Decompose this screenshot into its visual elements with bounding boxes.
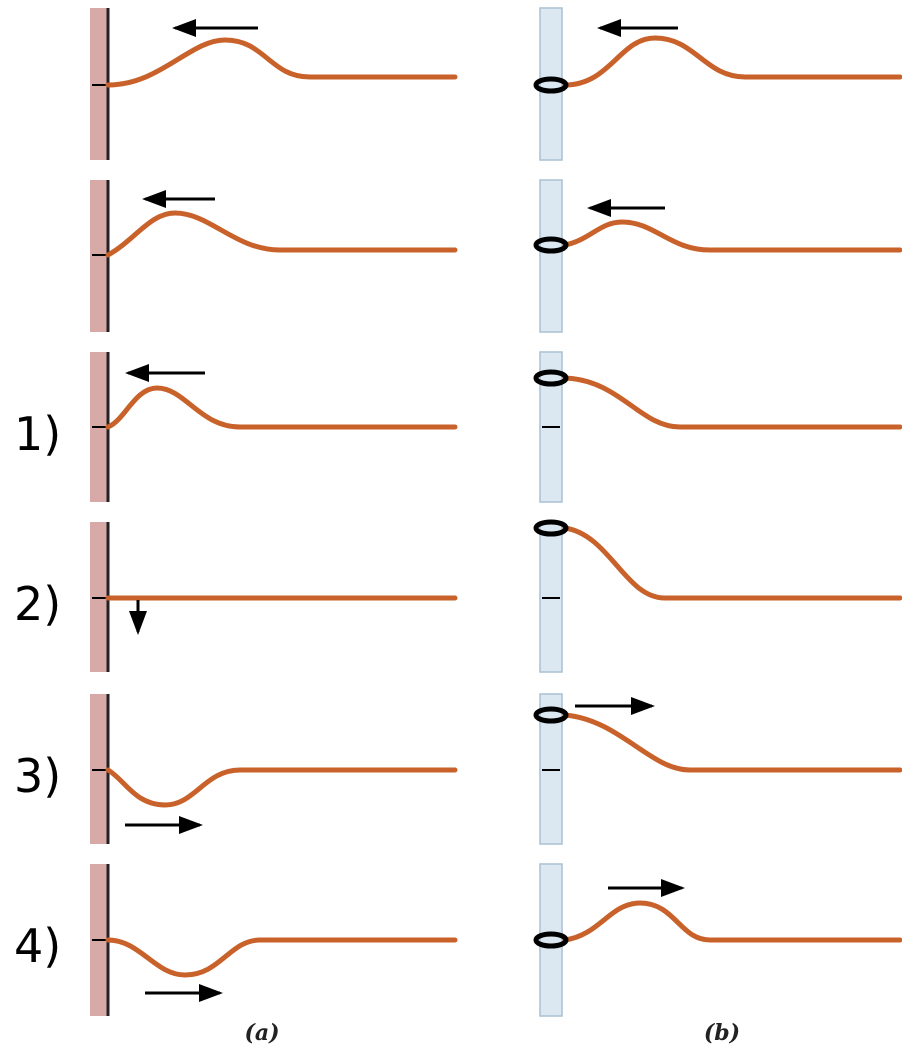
row-label: 2) [14,577,61,631]
row-label: 4) [14,919,61,973]
row-label: 3) [14,749,61,803]
column-a [90,8,458,1016]
panel-label: (a) [244,1020,279,1046]
column-b [533,7,902,1017]
panel-label: (b) [704,1020,740,1046]
row-label: 1) [14,407,61,461]
